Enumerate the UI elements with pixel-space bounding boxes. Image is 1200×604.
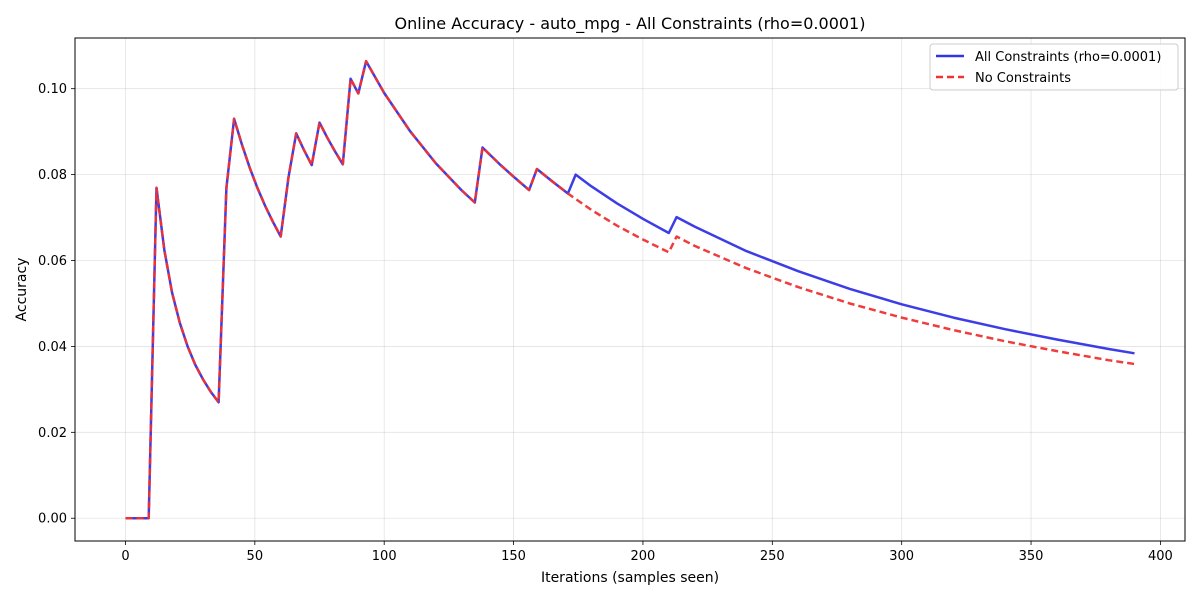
x-tick-label: 150 [501,549,526,564]
x-tick-label: 50 [247,549,264,564]
y-tick-label: 0.00 [38,512,67,527]
y-tick-label: 0.06 [38,254,67,269]
y-axis-label: Accuracy [14,258,30,322]
x-axis-label: Iterations (samples seen) [541,570,719,586]
legend-box [929,43,1179,91]
plot-frame [74,37,1186,542]
x-tick-label: 350 [1019,549,1044,564]
x-tick-label: 400 [1148,549,1173,564]
grid-lines [75,38,1185,541]
chart-title: Online Accuracy - auto_mpg - All Constra… [395,14,866,34]
y-tick-label: 0.04 [38,340,67,355]
y-tick-label: 0.02 [38,426,67,441]
axis-ticks: 0 50 100 150 200 250 300 350 400 0.00 0.02 0.04 0.06… [38,82,1173,564]
y-tick-label: 0.10 [38,82,67,97]
legend: All Constraints (rho=0.0001) No Constrai… [929,43,1179,91]
series-line-no-constraints [125,59,1135,520]
legend-label-all-constraints: All Constraints (rho=0.0001) [975,50,1161,65]
y-tick-label: 0.08 [38,168,67,183]
x-tick-label: 300 [889,549,914,564]
series-lines [125,59,1135,520]
x-tick-label: 250 [760,549,785,564]
x-tick-label: 0 [121,549,129,564]
legend-label-no-constraints: No Constraints [975,71,1071,86]
x-tick-label: 100 [372,549,397,564]
x-tick-label: 200 [631,549,656,564]
